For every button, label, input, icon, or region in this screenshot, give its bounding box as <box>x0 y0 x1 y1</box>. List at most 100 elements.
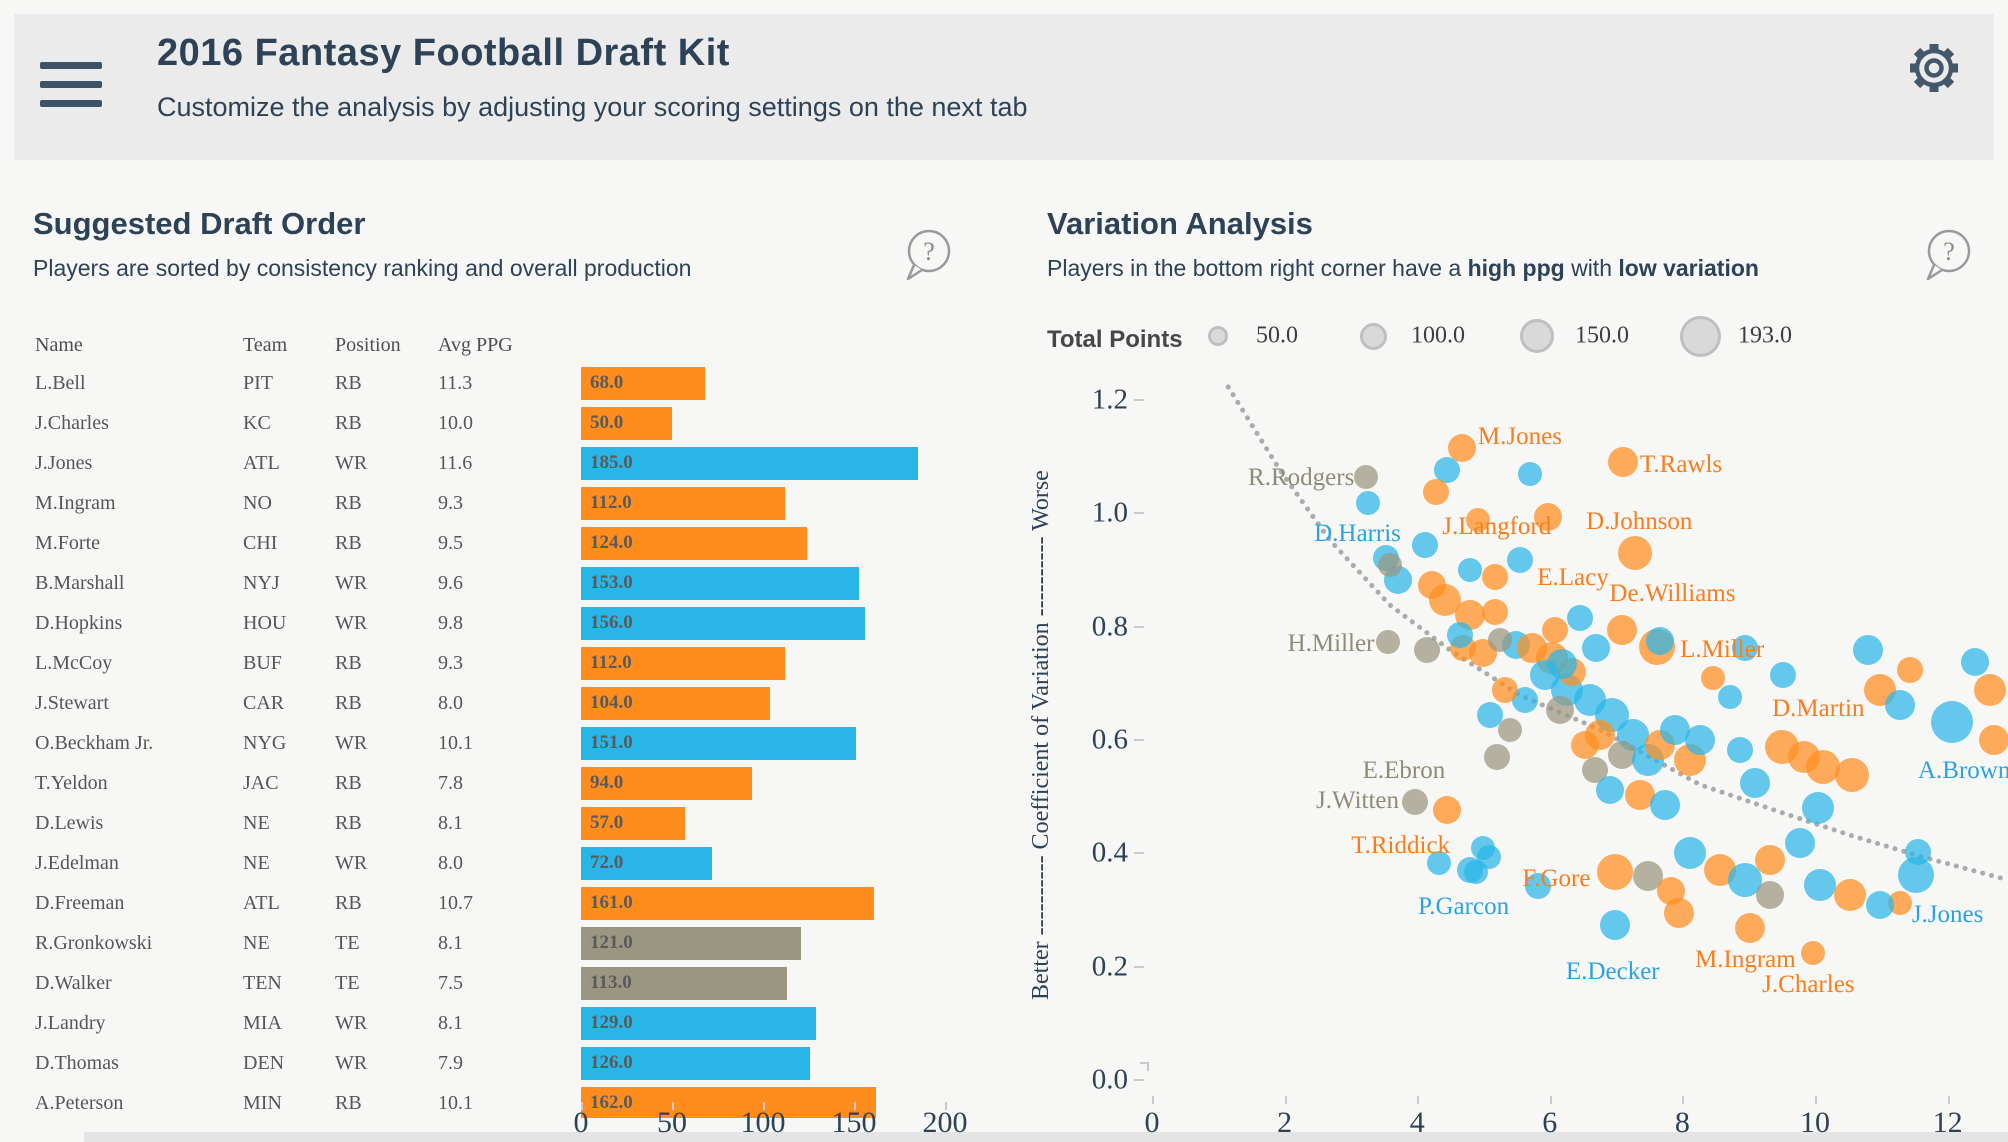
scatter-point[interactable] <box>1801 791 1834 824</box>
scatter-point[interactable] <box>1931 700 1974 743</box>
scatter-point[interactable] <box>1545 695 1574 724</box>
total-points-bar[interactable]: 113.0 <box>581 967 787 1000</box>
total-points-bar[interactable]: 104.0 <box>581 687 770 720</box>
scatter-point[interactable] <box>1974 674 2007 707</box>
scatter-point[interactable] <box>1700 666 1725 691</box>
gear-icon[interactable] <box>1902 36 1966 100</box>
scatter-point[interactable] <box>1718 684 1743 709</box>
total-points-bar[interactable]: 153.0 <box>581 567 859 600</box>
scatter-point[interactable] <box>1735 913 1766 944</box>
scatter-point[interactable] <box>1596 775 1625 804</box>
total-points-bar[interactable]: 162.0 <box>581 1087 876 1118</box>
axis-tick-label: 0 <box>573 1106 589 1139</box>
scatter-point[interactable] <box>1481 563 1508 590</box>
scatter-point[interactable] <box>1422 478 1449 505</box>
scatter-point[interactable] <box>1458 557 1483 582</box>
total-points-bar[interactable]: 121.0 <box>581 927 801 960</box>
scatter-point[interactable] <box>1488 627 1513 652</box>
axis-tick-label: 6 <box>1542 1106 1558 1139</box>
scatter-point[interactable] <box>1412 532 1439 559</box>
total-points-bar[interactable]: 129.0 <box>581 1007 816 1040</box>
scatter-point[interactable] <box>1567 605 1594 632</box>
total-points-bar[interactable]: 72.0 <box>581 847 712 880</box>
legend-size-circle[interactable] <box>1679 315 1721 357</box>
scatter-point[interactable] <box>1664 897 1695 928</box>
scatter-point[interactable] <box>1506 546 1533 573</box>
scatter-point[interactable] <box>1673 836 1706 869</box>
scatter-point[interactable] <box>1599 909 1630 940</box>
total-points-bar[interactable]: 112.0 <box>581 487 785 520</box>
scatter-point[interactable] <box>1596 854 1633 891</box>
scatter-point[interactable] <box>1835 758 1870 793</box>
scatter-point[interactable] <box>1804 869 1837 902</box>
scatter-point[interactable] <box>1542 617 1569 644</box>
scatter-point[interactable] <box>1685 724 1716 755</box>
scatter-point[interactable] <box>1477 702 1504 729</box>
scatter-point[interactable] <box>1770 661 1797 688</box>
axis-tick-label: 100 <box>740 1106 786 1139</box>
total-points-bar[interactable]: 50.0 <box>581 407 672 440</box>
scatter-point[interactable] <box>1498 717 1523 742</box>
scatter-point[interactable] <box>1754 845 1785 876</box>
scatter-point[interactable] <box>1446 622 1473 649</box>
scatter-point[interactable] <box>1853 634 1884 665</box>
total-points-bar[interactable]: 57.0 <box>581 807 685 840</box>
scatter-point[interactable] <box>1491 677 1518 704</box>
scatter-point[interactable] <box>1618 535 1653 570</box>
scatter-point[interactable] <box>1414 636 1441 663</box>
total-points-bar[interactable]: 124.0 <box>581 527 807 560</box>
player-avg-ppg: 8.1 <box>438 932 463 954</box>
total-points-bar[interactable]: 156.0 <box>581 607 865 640</box>
scatter-point[interactable] <box>1582 634 1611 663</box>
scatter-point[interactable] <box>1834 879 1867 912</box>
total-points-bar[interactable]: 151.0 <box>581 727 856 760</box>
scatter-point[interactable] <box>1865 890 1894 919</box>
scatter-point[interactable] <box>1433 796 1462 825</box>
total-points-bar[interactable]: 94.0 <box>581 767 752 800</box>
scrollbar-track[interactable] <box>84 1132 2008 1142</box>
scatter-point[interactable] <box>1801 941 1825 966</box>
scatter-point[interactable] <box>1356 491 1381 516</box>
scatter-point[interactable] <box>1354 465 1379 490</box>
help-icon[interactable]: ? <box>900 226 956 288</box>
scatter-point[interactable] <box>1979 724 2008 755</box>
scatter-point[interactable] <box>1960 647 1989 676</box>
scatter-point[interactable] <box>1402 789 1429 816</box>
legend-size-circle[interactable] <box>1359 322 1387 350</box>
menu-icon[interactable] <box>40 62 106 114</box>
scatter-point[interactable] <box>1378 552 1403 577</box>
scatter-point[interactable] <box>1570 731 1599 760</box>
total-points-bar[interactable]: 161.0 <box>581 887 874 920</box>
scatter-point[interactable] <box>1457 856 1484 883</box>
scatter-point[interactable] <box>1904 839 1931 866</box>
legend-size-circle[interactable] <box>1208 326 1228 346</box>
scatter-point[interactable] <box>1376 629 1401 654</box>
legend-size-circle[interactable] <box>1520 319 1554 353</box>
total-points-bar[interactable]: 68.0 <box>581 367 705 400</box>
player-name: D.Walker <box>35 972 112 994</box>
scatter-point[interactable] <box>1483 743 1510 770</box>
total-points-bar[interactable]: 112.0 <box>581 647 785 680</box>
scatter-point[interactable] <box>1755 881 1784 910</box>
player-position: TE <box>335 972 360 994</box>
scatter-point[interactable] <box>1650 790 1681 821</box>
scatter-point[interactable] <box>1727 737 1754 764</box>
scatter-point[interactable] <box>1784 828 1815 859</box>
scatter-point[interactable] <box>1517 461 1542 486</box>
scatter-point[interactable] <box>1896 656 1923 683</box>
scatter-point[interactable] <box>1546 649 1577 680</box>
legend-size-label: 193.0 <box>1738 322 1792 349</box>
point-label: E.Ebron <box>1362 757 1446 785</box>
scatter-point[interactable] <box>1884 689 1915 720</box>
player-position: WR <box>335 612 368 634</box>
player-name: R.Gronkowski <box>35 932 153 954</box>
help-icon[interactable]: ? <box>1920 226 1976 288</box>
scatter-point[interactable] <box>1740 768 1771 799</box>
scatter-point[interactable] <box>1645 626 1674 655</box>
scatter-point[interactable] <box>1482 599 1509 626</box>
scatter-point[interactable] <box>1470 836 1495 861</box>
scatter-point[interactable] <box>1607 615 1638 646</box>
scatter-point[interactable] <box>1607 447 1638 478</box>
total-points-bar[interactable]: 185.0 <box>581 447 918 480</box>
total-points-bar[interactable]: 126.0 <box>581 1047 810 1080</box>
